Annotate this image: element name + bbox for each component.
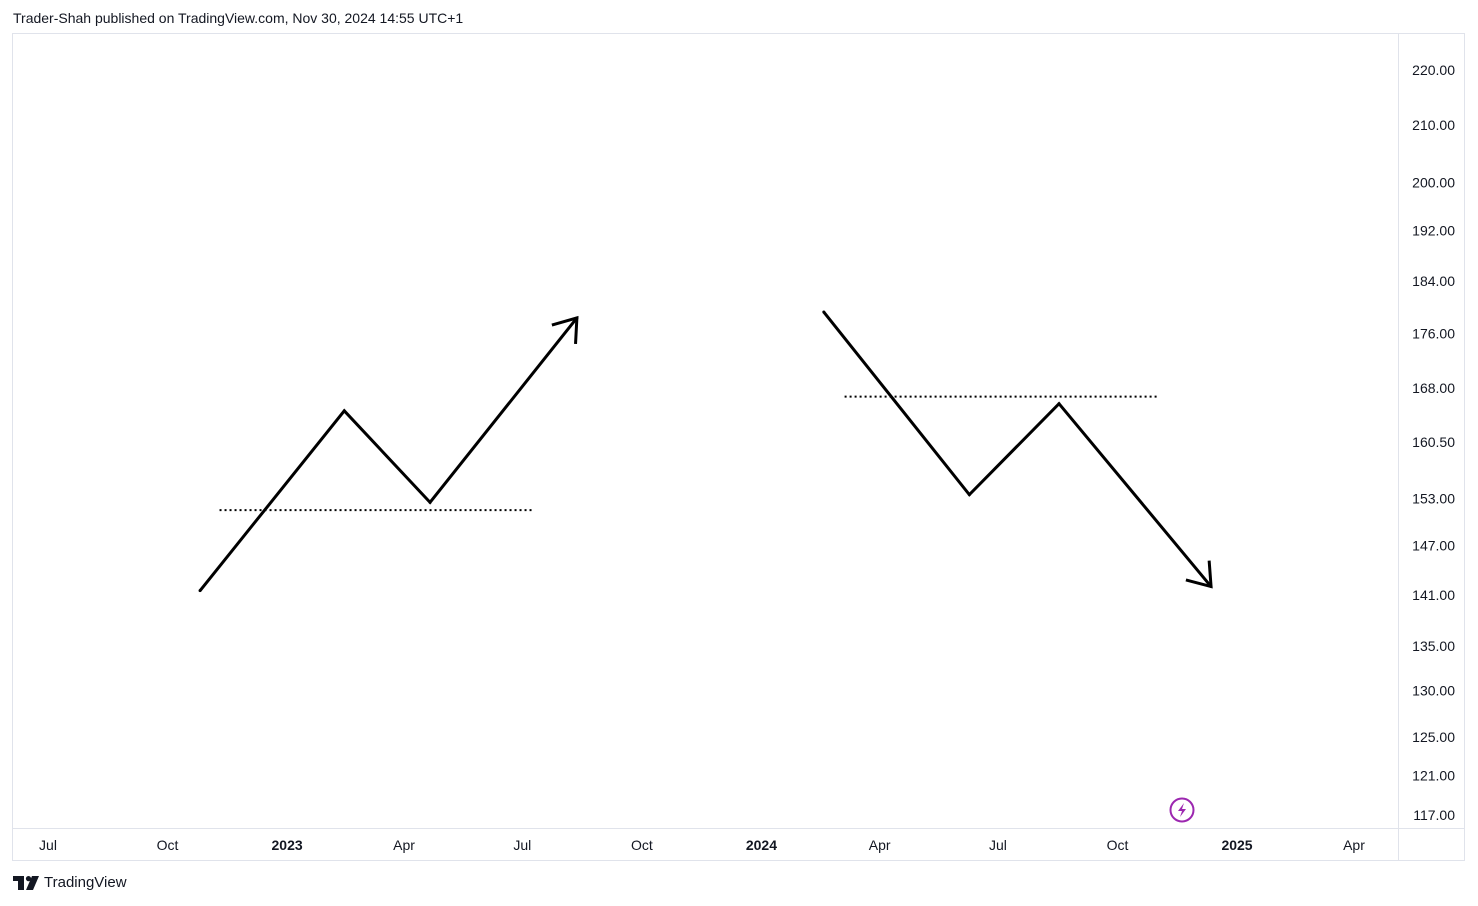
price-tick-label: 160.50 bbox=[1412, 434, 1455, 450]
price-tick-label: 141.00 bbox=[1412, 587, 1455, 603]
time-tick-label: Apr bbox=[1343, 837, 1365, 853]
levels-layer bbox=[219, 395, 1158, 512]
footer-brand-label: TradingView bbox=[44, 874, 127, 891]
time-tick-label: Apr bbox=[869, 837, 891, 853]
time-axis[interactable]: Jul Oct 2023 Apr Jul Oct 2024 Apr Jul Oct 2025 Apr bbox=[39, 837, 1365, 853]
time-tick-label: Oct bbox=[631, 837, 653, 853]
price-tick-label: 121.00 bbox=[1412, 767, 1455, 783]
zigzag-point bbox=[428, 500, 432, 504]
tradingview-logo-icon bbox=[13, 875, 39, 890]
time-tick-label: 2025 bbox=[1221, 837, 1252, 853]
zigzag-point bbox=[1057, 402, 1061, 406]
price-tick-label: 153.00 bbox=[1412, 490, 1455, 506]
price-tick-label: 117.00 bbox=[1413, 807, 1455, 823]
zigzag-point bbox=[342, 409, 346, 413]
price-tick-label: 184.00 bbox=[1412, 273, 1455, 289]
price-tick-label: 135.00 bbox=[1412, 638, 1455, 654]
arrow-head bbox=[1185, 560, 1213, 589]
time-tick-label: Jul bbox=[513, 837, 531, 853]
zigzag-arrow-line bbox=[198, 317, 579, 592]
chart-frame[interactable] bbox=[12, 33, 1465, 861]
price-tick-label: 176.00 bbox=[1412, 325, 1455, 341]
lightning-bolt-icon[interactable] bbox=[1169, 797, 1195, 823]
zigzag-point bbox=[967, 493, 971, 497]
price-tick-label: 210.00 bbox=[1412, 117, 1455, 133]
time-tick-label: Jul bbox=[39, 837, 57, 853]
time-tick-label: Apr bbox=[393, 837, 415, 853]
time-tick-label: Jul bbox=[989, 837, 1007, 853]
price-tick-label: 192.00 bbox=[1412, 223, 1455, 239]
zigzag-arrow-line bbox=[822, 311, 1213, 588]
price-tick-label: 147.00 bbox=[1412, 538, 1455, 554]
time-tick-label: Oct bbox=[1107, 837, 1129, 853]
publish-header: Trader-Shah published on TradingView.com… bbox=[13, 10, 464, 26]
arrow-head bbox=[551, 315, 579, 344]
price-tick-label: 130.00 bbox=[1412, 683, 1455, 699]
zigzag-point bbox=[822, 310, 826, 314]
series-layer bbox=[198, 310, 1213, 593]
tradingview-footer[interactable]: TradingView bbox=[13, 874, 127, 891]
price-tick-label: 168.00 bbox=[1412, 380, 1455, 396]
price-axis[interactable]: 220.00 210.00 200.00 192.00 184.00 176.00 168.… bbox=[1412, 62, 1455, 823]
time-tick-label: 2023 bbox=[272, 837, 303, 853]
price-tick-label: 125.00 bbox=[1412, 729, 1455, 745]
time-tick-label: 2024 bbox=[746, 837, 777, 853]
price-tick-label: 200.00 bbox=[1412, 174, 1455, 190]
price-tick-label: 220.00 bbox=[1412, 62, 1455, 78]
zigzag-point bbox=[198, 589, 202, 593]
time-tick-label: Oct bbox=[157, 837, 179, 853]
